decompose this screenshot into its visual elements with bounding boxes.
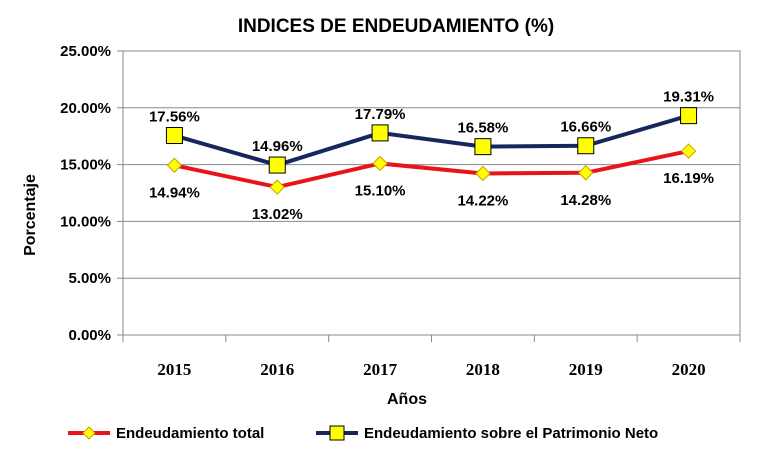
data-point-marker: [371, 124, 389, 142]
data-label: 14.28%: [560, 192, 611, 209]
data-label: 19.31%: [663, 89, 714, 106]
data-point-marker: [165, 127, 183, 145]
plot-border: [122, 50, 741, 336]
data-point-marker: [269, 179, 285, 195]
legend-marker: [329, 425, 345, 441]
y-tick-label: 20.00%: [60, 100, 111, 117]
data-label: 14.96%: [252, 138, 303, 155]
data-label: 14.94%: [149, 184, 200, 201]
y-tick-label: 15.00%: [60, 157, 111, 174]
plot-area: 0.00% 5.00% 10.00% 15.00% 20.00% 25.00% 2015 20…: [60, 43, 741, 379]
legend: Endeudamiento total Endeudamiento sobre e…: [68, 425, 658, 442]
legend-label: Endeudamiento total: [116, 425, 264, 442]
data-label: 14.22%: [457, 192, 508, 209]
legend-item-1: Endeudamiento total: [68, 425, 264, 442]
legend-item-2: Endeudamiento sobre el Patrimonio Neto: [316, 425, 658, 442]
data-point-marker: [268, 156, 286, 174]
x-tick-label: 2016: [260, 360, 294, 379]
x-tick-label: 2020: [672, 360, 706, 379]
data-point-marker: [680, 107, 698, 125]
x-tick-label: 2019: [569, 360, 603, 379]
x-axis-label: Años: [387, 391, 427, 408]
y-tick-label: 5.00%: [68, 270, 111, 287]
data-point-marker: [577, 137, 595, 155]
data-point-marker: [372, 155, 388, 172]
y-tick-label: 25.00%: [60, 43, 111, 60]
data-label: 16.19%: [663, 170, 714, 187]
data-point-marker: [578, 165, 594, 181]
data-label: 17.79%: [355, 106, 406, 123]
x-tick-label: 2015: [157, 360, 191, 379]
legend-label: Endeudamiento sobre el Patrimonio Neto: [364, 425, 658, 442]
data-point-marker: [166, 157, 183, 173]
chart-title: INDICES DE ENDEUDAMIENTO (%): [238, 16, 554, 37]
data-label: 13.02%: [252, 206, 303, 223]
y-tick-label: 0.00%: [68, 327, 111, 344]
data-label: 15.10%: [355, 182, 406, 199]
y-axis-label: Porcentaje: [22, 174, 39, 256]
data-point-marker: [680, 143, 697, 159]
data-label: 17.56%: [149, 109, 200, 126]
series-line-1: [174, 149, 689, 190]
y-tick-label: 10.00%: [60, 213, 111, 230]
data-point-marker: [474, 138, 492, 156]
data-label: 16.58%: [457, 120, 508, 137]
series-line-2: [173, 113, 690, 168]
data-label: 16.66%: [560, 119, 611, 136]
legend-marker: [82, 426, 96, 440]
x-tick-label: 2017: [363, 360, 398, 379]
x-tick-label: 2018: [466, 360, 500, 379]
data-point-marker: [475, 165, 491, 182]
